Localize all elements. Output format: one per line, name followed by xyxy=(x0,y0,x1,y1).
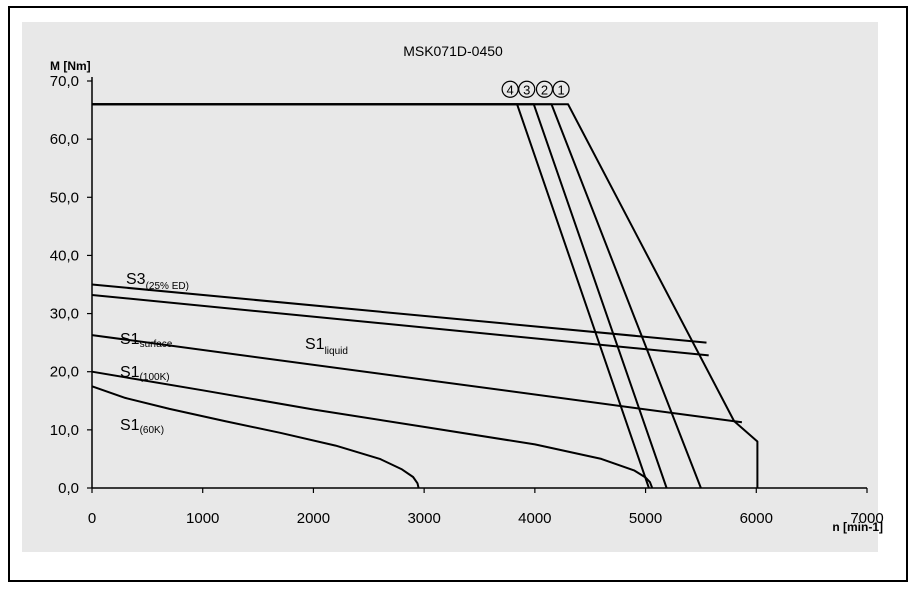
x-tick-label: 5000 xyxy=(629,510,662,527)
series-line xyxy=(92,103,702,489)
x-tick-label: 6000 xyxy=(740,510,773,527)
y-tick-label: 70,0 xyxy=(50,73,79,90)
axes: 0 1000 2000 3000 4000 5000 6000 7000 0,0 10,0 20,0… xyxy=(50,73,884,527)
label-s1-100k: S1(100K) xyxy=(120,364,170,383)
y-tick-label: 40,0 xyxy=(50,247,79,264)
curve-marker-label: 1 xyxy=(557,82,564,97)
series-line xyxy=(92,103,650,489)
y-tick-label: 30,0 xyxy=(50,306,79,323)
series-line xyxy=(92,103,759,488)
series-line xyxy=(91,294,709,357)
curve-marker-label: 3 xyxy=(523,82,530,97)
plot-background xyxy=(22,22,878,552)
y-tick-label: 20,0 xyxy=(50,364,79,381)
curve-marker-circle xyxy=(535,80,554,98)
label-s1-60k: S1(60K) xyxy=(120,417,164,436)
series-line xyxy=(91,283,707,344)
x-tick-label: 7000 xyxy=(850,510,883,527)
x-tick-label: 1000 xyxy=(186,510,219,527)
x-tick-label: 0 xyxy=(88,510,96,527)
curve-marker-label: 2 xyxy=(541,82,548,97)
label-s1-surface: S1surface xyxy=(120,331,173,350)
y-tick-label: 0,0 xyxy=(58,480,79,497)
series-line xyxy=(91,385,420,489)
curve-marker-label: 4 xyxy=(507,82,514,97)
series-lines xyxy=(91,103,759,489)
label-s1-liquid: S1liquid xyxy=(305,336,348,357)
x-axis-label: n [min-1] xyxy=(832,520,883,534)
curve-marker-circle xyxy=(501,80,519,98)
y-tick-label: 60,0 xyxy=(50,131,79,148)
chart-title: MSK071D-0450 xyxy=(403,43,503,59)
series-line xyxy=(92,103,668,489)
curve-marker-circle xyxy=(518,80,536,98)
y-axis-label: M [Nm] xyxy=(50,59,91,73)
y-tick-label: 50,0 xyxy=(50,189,79,206)
curve-marker-circle xyxy=(552,80,570,98)
label-s3-25ed: S3(25% ED) xyxy=(126,271,189,292)
y-tick-label: 10,0 xyxy=(50,422,79,439)
series-line xyxy=(91,334,743,424)
x-tick-label: 3000 xyxy=(407,510,440,527)
x-tick-label: 4000 xyxy=(518,510,551,527)
series-line xyxy=(91,370,654,489)
x-tick-label: 2000 xyxy=(297,510,330,527)
